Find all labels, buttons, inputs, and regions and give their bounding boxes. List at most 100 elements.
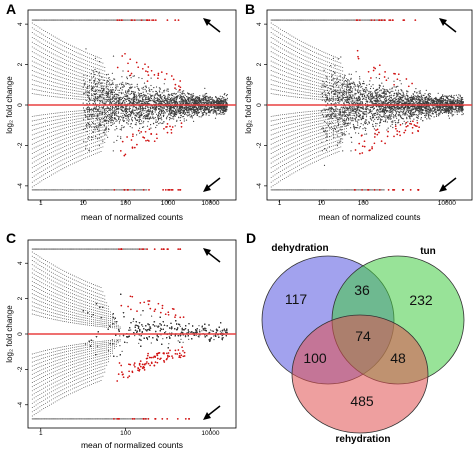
data-point	[340, 142, 342, 144]
data-point	[143, 112, 145, 114]
x-tick-label: 10	[80, 200, 88, 207]
data-point	[99, 118, 101, 121]
data-point	[60, 136, 62, 137]
data-point	[98, 113, 100, 115]
data-point	[121, 76, 123, 78]
data-point	[136, 97, 138, 99]
data-point	[66, 134, 68, 135]
data-point	[102, 189, 104, 191]
data-point	[43, 48, 45, 50]
data-point	[280, 33, 282, 35]
data-point	[104, 120, 107, 122]
data-point	[314, 157, 315, 159]
data-point	[97, 189, 99, 191]
data-point	[146, 189, 148, 191]
data-point	[325, 52, 327, 54]
data-point	[306, 136, 308, 138]
data-point	[336, 57, 338, 59]
data-point	[323, 157, 325, 159]
data-point	[87, 84, 89, 86]
data-point	[170, 101, 172, 103]
data-point	[321, 153, 323, 155]
data-point	[298, 44, 300, 46]
data-point	[31, 134, 33, 136]
data-point	[130, 98, 132, 100]
data-point	[216, 97, 218, 99]
data-point	[107, 100, 109, 102]
data-point	[143, 126, 145, 128]
data-point	[31, 176, 33, 178]
data-point	[89, 123, 91, 125]
significant-point	[131, 146, 134, 149]
data-point	[118, 97, 120, 99]
data-point	[89, 87, 91, 89]
data-point	[120, 99, 122, 101]
data-point	[298, 65, 300, 67]
data-point	[39, 114, 41, 116]
data-point	[327, 53, 329, 55]
data-point	[119, 189, 121, 191]
data-point	[272, 42, 274, 44]
data-point	[306, 56, 308, 58]
data-point	[92, 85, 94, 87]
data-point	[113, 91, 115, 93]
data-point	[100, 89, 102, 91]
data-point	[91, 150, 92, 152]
data-point	[157, 107, 160, 110]
data-point	[91, 126, 93, 128]
data-point	[87, 99, 89, 101]
data-point	[172, 102, 174, 104]
data-point	[83, 138, 85, 140]
data-point	[270, 172, 272, 174]
data-point	[50, 160, 52, 162]
data-point	[109, 109, 111, 111]
data-point	[198, 99, 200, 101]
data-point	[105, 100, 107, 102]
data-point	[43, 134, 45, 136]
data-point	[225, 95, 227, 97]
data-point	[323, 153, 325, 155]
data-point	[64, 54, 66, 56]
data-point	[108, 117, 110, 119]
data-point	[56, 162, 58, 164]
data-point	[203, 108, 205, 110]
data-point	[298, 57, 300, 59]
data-point	[62, 97, 64, 99]
data-point	[132, 75, 134, 77]
data-point	[54, 130, 56, 132]
data-point	[96, 74, 98, 76]
data-point	[45, 53, 47, 55]
data-point	[64, 138, 66, 140]
data-point	[306, 68, 308, 70]
data-point	[68, 60, 70, 62]
data-point	[71, 135, 73, 137]
data-point	[172, 94, 174, 97]
data-point	[204, 106, 206, 108]
data-point	[146, 114, 148, 117]
significant-point	[143, 137, 146, 139]
data-point	[189, 101, 191, 103]
data-point	[101, 19, 103, 21]
data-point	[166, 106, 168, 108]
data-point	[119, 98, 121, 100]
data-point	[169, 110, 171, 113]
data-point	[47, 154, 49, 156]
data-point	[85, 153, 87, 155]
data-point	[285, 163, 287, 164]
data-point	[287, 153, 289, 155]
data-point	[172, 106, 175, 108]
data-point	[270, 176, 272, 178]
data-point	[122, 106, 124, 108]
data-point	[41, 78, 43, 80]
data-point	[31, 74, 33, 76]
data-point	[314, 137, 315, 139]
data-point	[106, 110, 108, 112]
data-point	[110, 92, 112, 94]
data-point	[104, 85, 106, 87]
data-point	[65, 189, 67, 191]
data-point	[274, 53, 276, 55]
significant-point	[170, 128, 173, 131]
data-point	[317, 49, 319, 51]
data-point	[176, 106, 178, 108]
data-point	[278, 59, 280, 61]
